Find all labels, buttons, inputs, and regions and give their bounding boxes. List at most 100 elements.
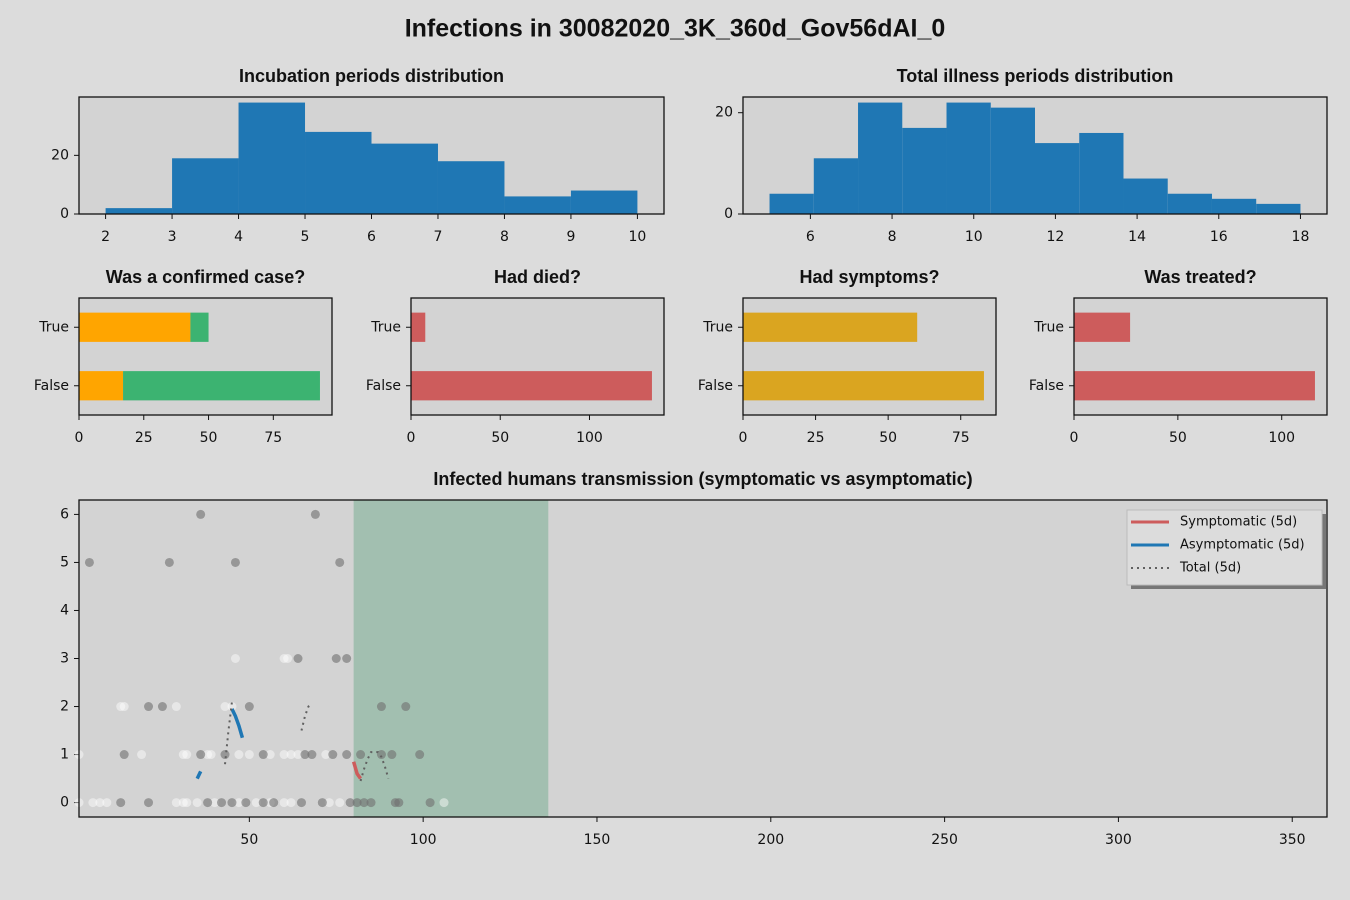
x-tick-label: 18: [1292, 229, 1310, 245]
x-tick-label: 8: [888, 229, 897, 245]
x-tick-label: 100: [410, 832, 437, 848]
panel-title: Infected humans transmission (symptomati…: [433, 469, 972, 489]
y-tick-label: 0: [60, 206, 69, 222]
scatter-point: [196, 750, 206, 760]
y-tick-label: False: [698, 378, 733, 394]
y-tick-label: 0: [60, 795, 69, 811]
x-tick-label: 5: [301, 229, 310, 245]
bar: [123, 371, 320, 401]
scatter-point: [144, 702, 154, 712]
x-tick-label: 50: [879, 430, 897, 446]
x-tick-label: 12: [1047, 229, 1065, 245]
hist-bar: [902, 127, 947, 214]
scatter-point: [425, 798, 435, 808]
scatter-point: [345, 798, 355, 808]
x-tick-label: 250: [931, 832, 958, 848]
scatter-point: [269, 798, 279, 808]
axes-frame: [78, 499, 1328, 818]
y-tick-label: 2: [60, 699, 69, 715]
scatter-point: [376, 702, 386, 712]
hist-bar: [946, 102, 991, 214]
scatter-point: [366, 798, 376, 808]
scatter-point: [342, 750, 352, 760]
scatter-point: [265, 750, 275, 760]
scatter-point: [157, 702, 167, 712]
scatter-point: [230, 557, 240, 567]
x-tick-label: 2: [101, 229, 110, 245]
scatter-point: [227, 702, 237, 712]
line-series: [224, 701, 390, 782]
scatter-point: [359, 798, 369, 808]
x-tick-label: 100: [1268, 430, 1295, 446]
hist-bar: [990, 107, 1035, 214]
y-tick-label: 4: [60, 602, 69, 618]
scatter-point: [258, 750, 268, 760]
scatter-point: [401, 702, 411, 712]
panel-title: Had died?: [494, 267, 581, 287]
scatter-point: [178, 750, 188, 760]
y-tick-label: False: [366, 378, 401, 394]
axes-frame: [78, 96, 665, 215]
x-tick-label: 7: [434, 229, 443, 245]
bar: [1074, 312, 1131, 342]
x-tick-label: 75: [952, 430, 970, 446]
bar: [1074, 371, 1315, 401]
line-series: [195, 708, 245, 780]
hist-bar: [1211, 198, 1257, 214]
panel-title: Was treated?: [1144, 267, 1256, 287]
panel-title: Had symptoms?: [799, 267, 939, 287]
shaded-span: [353, 500, 549, 817]
hist-bar: [504, 196, 571, 214]
scatter-point: [84, 557, 94, 567]
scatter-point: [335, 798, 345, 808]
bar: [743, 312, 918, 342]
scatter-point: [352, 798, 362, 808]
legend-label: Asymptomatic (5d): [1180, 538, 1305, 553]
scatter-point: [307, 750, 317, 760]
axes-frame: [410, 297, 665, 416]
x-tick-label: 50: [240, 832, 258, 848]
y-tick-label: True: [38, 319, 69, 335]
scatter-point: [300, 750, 310, 760]
y-tick-label: 20: [51, 147, 69, 163]
scatter-point: [293, 750, 303, 760]
x-tick-label: 9: [566, 229, 575, 245]
x-tick-label: 10: [965, 229, 983, 245]
x-tick-label: 10: [628, 229, 646, 245]
y-tick-label: True: [702, 319, 733, 335]
bar: [411, 371, 652, 401]
scatter-point: [227, 798, 237, 808]
scatter-point: [210, 798, 220, 808]
hist-bar: [813, 158, 859, 214]
scatter-point: [220, 750, 230, 760]
bar: [190, 312, 209, 342]
y-tick-label: 6: [60, 506, 69, 522]
scatter-point: [178, 798, 188, 808]
scatter-point: [234, 750, 244, 760]
axes-background: [79, 500, 1327, 817]
line-series: [351, 761, 362, 780]
scatter-point: [279, 798, 289, 808]
hist-bar: [858, 102, 903, 214]
scatter-point: [171, 702, 181, 712]
bar: [743, 371, 984, 401]
hist-bar: [172, 158, 239, 214]
x-tick-label: 50: [200, 430, 218, 446]
hist-bar: [769, 193, 814, 214]
y-tick-label: False: [1029, 378, 1064, 394]
scatter-point: [317, 798, 327, 808]
scatter-point: [119, 750, 129, 760]
scatter-point: [203, 750, 213, 760]
axes-frame: [742, 297, 997, 416]
scatter-point: [217, 798, 227, 808]
hist-bar: [437, 161, 505, 214]
legend-label: Symptomatic (5d): [1180, 515, 1297, 530]
scatter-point: [196, 509, 206, 519]
x-tick-label: 0: [1070, 430, 1079, 446]
scatter-point: [192, 798, 202, 808]
scatter-point: [321, 750, 331, 760]
scatter-point: [116, 702, 126, 712]
x-tick-label: 14: [1128, 229, 1146, 245]
bar: [79, 312, 191, 342]
